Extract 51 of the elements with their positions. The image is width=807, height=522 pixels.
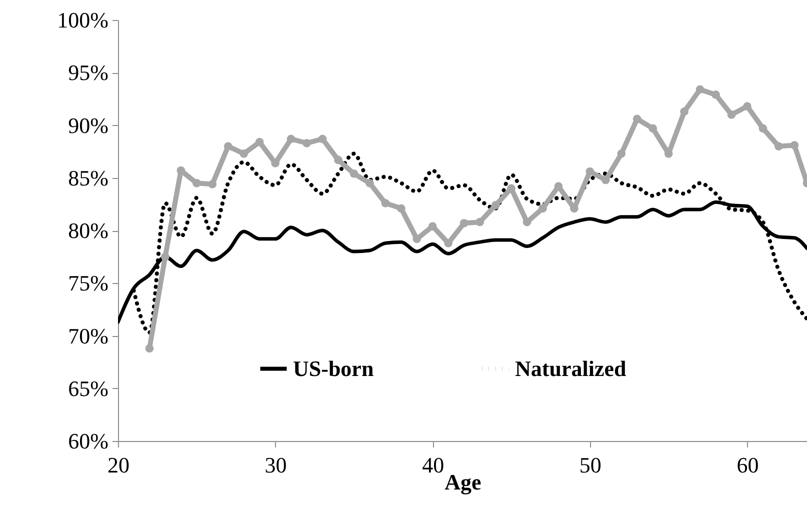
point xyxy=(476,218,484,226)
point xyxy=(224,142,232,150)
point xyxy=(601,176,610,184)
legend-label: US-born xyxy=(293,356,374,381)
point xyxy=(743,102,752,110)
point xyxy=(696,85,704,94)
point xyxy=(350,169,358,178)
point xyxy=(460,218,468,228)
point xyxy=(648,124,658,133)
point xyxy=(428,222,437,230)
point xyxy=(586,167,594,176)
legend-label: Naturalized xyxy=(515,356,626,381)
point xyxy=(774,142,783,150)
point xyxy=(491,201,500,210)
y-tick-label: 80% xyxy=(68,218,108,243)
point xyxy=(617,149,626,158)
point xyxy=(538,204,547,213)
x-tick-label: 20 xyxy=(108,452,130,478)
x-axis-title: Age xyxy=(444,470,482,494)
point xyxy=(366,178,374,188)
point xyxy=(208,180,217,188)
y-tick-label: 95% xyxy=(68,60,108,86)
y-tick-label: 100% xyxy=(57,8,108,32)
x-tick-label: 40 xyxy=(422,452,444,478)
point xyxy=(727,110,736,119)
point xyxy=(381,198,390,208)
point xyxy=(396,204,406,213)
y-tick-label: 65% xyxy=(68,376,108,401)
y-tick-label: 90% xyxy=(68,112,108,138)
y-tick-label: 70% xyxy=(68,323,108,348)
point xyxy=(161,252,170,261)
point xyxy=(145,344,154,353)
point xyxy=(192,178,201,188)
x-tick-label: 30 xyxy=(264,452,287,478)
point xyxy=(255,138,264,146)
x-tick-label: 60 xyxy=(736,452,759,478)
point xyxy=(240,149,248,158)
x-tick-label: 50 xyxy=(579,452,602,478)
point xyxy=(712,90,720,99)
point xyxy=(680,107,688,116)
point xyxy=(302,138,311,148)
y-tick-label: 60% xyxy=(68,428,108,454)
point xyxy=(318,134,327,144)
point xyxy=(758,124,768,133)
point xyxy=(444,238,453,248)
point xyxy=(412,234,422,244)
y-tick-label: 85% xyxy=(68,165,108,190)
point xyxy=(286,134,296,144)
point xyxy=(334,156,342,164)
y-tick-label: 75% xyxy=(68,270,108,296)
point xyxy=(790,141,799,150)
